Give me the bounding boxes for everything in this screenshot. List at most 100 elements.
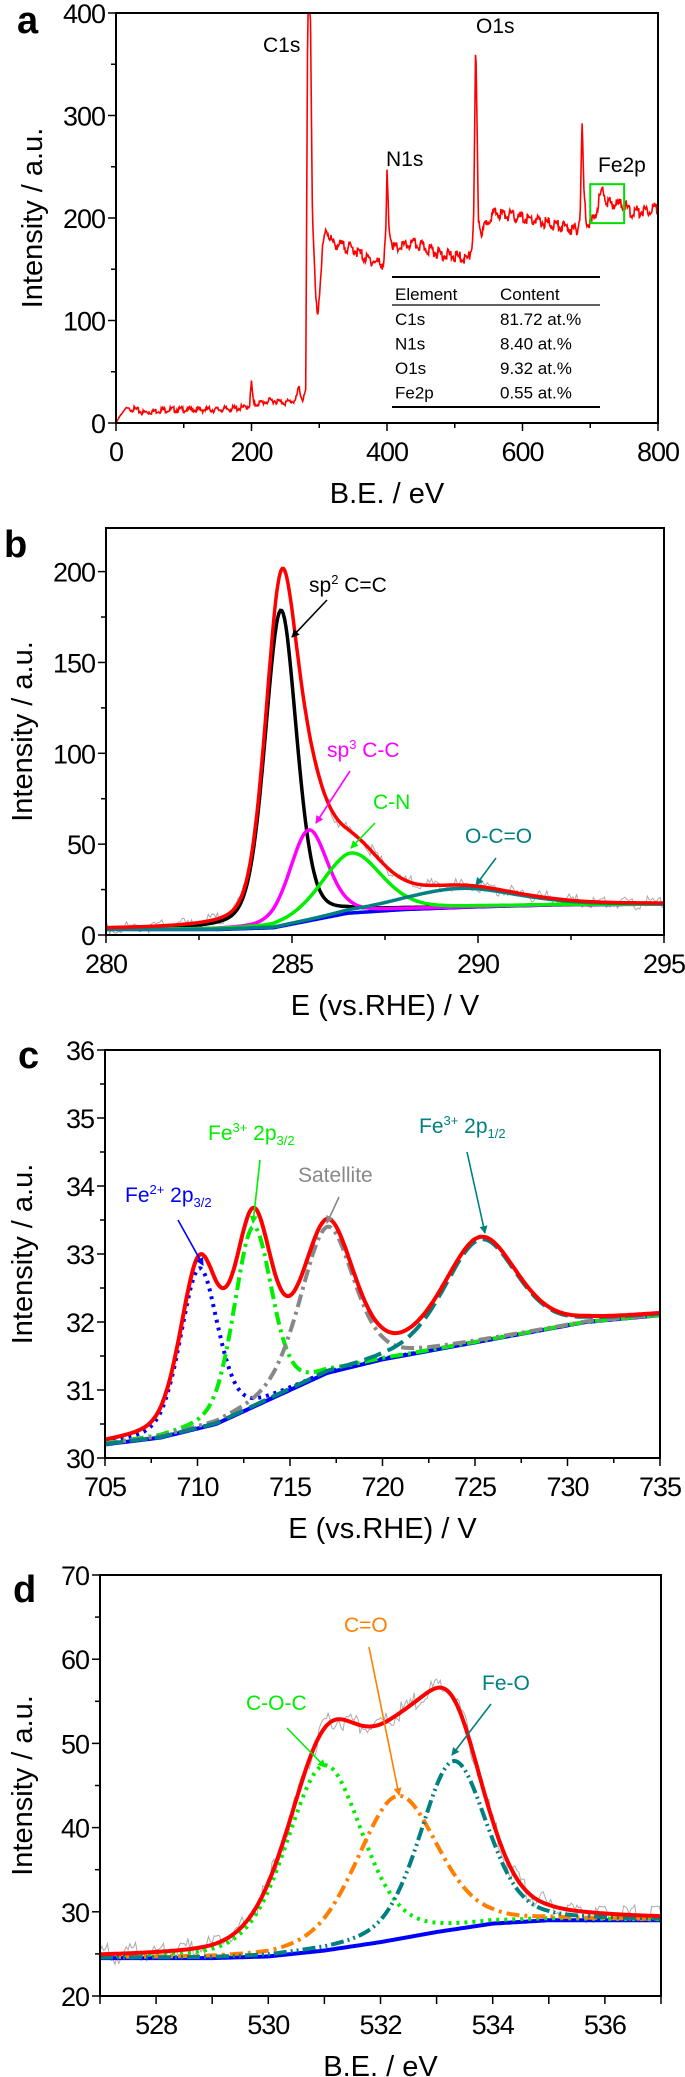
x-tick-label: 600 — [501, 437, 543, 467]
annotation-part: Fe — [125, 1184, 150, 1207]
panel-b: 280 285 290 295 0 50 100 150 200 E (vs.RHE) / V In… — [4, 524, 685, 1022]
y-tick-label: 36 — [66, 1036, 94, 1066]
composition-table: Element Content C1s 81.72 at.% N1s 8.40 at.% O… — [392, 276, 600, 408]
y-tick-label: 100 — [53, 739, 95, 769]
y-tick-label: 40 — [61, 1814, 89, 1844]
x-tick-label: 400 — [366, 437, 408, 467]
table-cell: Fe2p — [395, 384, 434, 403]
x-tick-label: 280 — [85, 949, 127, 979]
y-tick-label: 150 — [53, 648, 95, 678]
annotation-part: 3+ — [444, 1113, 459, 1128]
annotation-part: C-O-C — [246, 1692, 307, 1715]
component-line-satellite — [105, 1224, 660, 1446]
annotation-arrow — [368, 1646, 402, 1796]
peak-annotation: Fe3+ 2p3/2 — [208, 1120, 295, 1148]
peak-annotation: Fe-O — [482, 1672, 530, 1695]
peak-annotation: O-C=O — [465, 825, 532, 848]
annotation-part: 3/2 — [277, 1133, 295, 1148]
component-line-c-o — [100, 1793, 661, 1959]
y-tick-label: 35 — [66, 1104, 94, 1134]
peak-annotation: sp2 C=C — [309, 572, 387, 597]
annotation-arrow — [475, 857, 497, 886]
y-tick-label: 30 — [66, 1444, 94, 1474]
table-cell: O1s — [395, 359, 426, 378]
plot-frame — [115, 12, 659, 424]
annotation-part: 3/2 — [194, 1195, 212, 1210]
x-axis-label: B.E. / eV — [323, 2051, 438, 2077]
y-axis-label: Intensity / a.u. — [7, 641, 39, 822]
component-line-fe3-2p3-2 — [105, 1224, 660, 1446]
plot-frame — [104, 1049, 661, 1459]
annotation-part: 2+ — [150, 1182, 165, 1197]
x-tick-label: 705 — [84, 1472, 126, 1502]
peak-annotation: O1s — [476, 15, 515, 38]
annotation-part: C=C — [338, 574, 386, 597]
x-tick-label: 730 — [546, 1472, 588, 1502]
y-tick-label: 50 — [67, 830, 95, 860]
fe2p-highlight-box — [589, 183, 626, 225]
x-tick-label: 715 — [269, 1472, 311, 1502]
x-tick-label: 534 — [472, 2010, 515, 2040]
y-tick-label: 32 — [66, 1308, 94, 1338]
x-axis-label: B.E. / eV — [330, 478, 445, 510]
x-axis-label: E (vs.RHE) / V — [288, 1513, 477, 1545]
component-line-fe-o — [100, 1758, 661, 1960]
x-tick-label: 290 — [457, 949, 499, 979]
x-axis-label: E (vs.RHE) / V — [291, 990, 480, 1022]
peak-annotation: C=O — [344, 1614, 388, 1637]
table-cell: 9.32 at.% — [500, 359, 572, 378]
x-tick-label: 285 — [271, 949, 313, 979]
table-cell: C1s — [395, 310, 425, 329]
annotation-part: 2p — [164, 1184, 193, 1207]
panel-c: 705 710 715 720 725 730 735 30 31 32 33 34 35 36 E (vs… — [7, 1035, 682, 1545]
y-tick-label: 0 — [81, 921, 95, 951]
component-line-c-o-c — [100, 1763, 661, 1958]
table-cell: 8.40 at.% — [500, 335, 572, 354]
plot-area — [106, 566, 664, 935]
y-tick-label: 60 — [61, 1645, 89, 1675]
annotation-arrow — [177, 1219, 204, 1266]
annotation-part: 2 — [331, 572, 338, 587]
x-tick-label: 536 — [584, 2010, 626, 2040]
peak-annotation: Satellite — [298, 1164, 373, 1187]
annotation-part: 2p — [247, 1122, 276, 1145]
component-line-fe3-2p1-2 — [105, 1237, 660, 1446]
y-tick-label: 0 — [91, 409, 105, 439]
plot-area — [116, 13, 658, 423]
annotation-part: C=O — [344, 1614, 388, 1637]
annotation-arrow — [286, 1727, 326, 1768]
x-tick-label: 532 — [359, 2010, 401, 2040]
panel-letter: d — [13, 1569, 36, 1611]
y-tick-label: 200 — [53, 558, 95, 588]
x-tick-label: 735 — [639, 1472, 681, 1502]
y-tick-label: 33 — [66, 1240, 94, 1270]
envelope-fit-line — [100, 1685, 661, 1957]
x-tick-label: 720 — [361, 1472, 403, 1502]
y-tick-label: 300 — [63, 102, 105, 132]
annotation-arrow — [350, 822, 376, 849]
y-tick-label: 100 — [63, 307, 105, 337]
peak-annotation: sp3 C-C — [327, 737, 400, 762]
y-tick-label: 20 — [61, 1982, 89, 2012]
y-tick-label: 200 — [63, 204, 105, 234]
annotation-part: C-C — [356, 739, 399, 762]
y-axis-label: Intensity / a.u. — [7, 1695, 39, 1876]
annotation-arrow — [249, 1159, 261, 1224]
table-cell: 81.72 at.% — [500, 310, 581, 329]
peak-annotation: Fe2+ 2p3/2 — [125, 1182, 212, 1210]
annotation-part: sp — [327, 739, 349, 762]
annotation-arrow — [466, 1151, 488, 1234]
annotation-part: O-C=O — [465, 825, 532, 848]
annotation-part: 2p — [458, 1115, 487, 1138]
y-tick-label: 50 — [61, 1729, 89, 1759]
panel-d: 528 530 532 534 536 20 30 40 50 60 70 B.E. / eV Inte… — [7, 1561, 662, 2077]
table-header: Element — [395, 285, 458, 304]
annotation-part: Fe — [419, 1115, 444, 1138]
annotation-arrow — [326, 1196, 340, 1224]
annotation-part: Fe-O — [482, 1672, 530, 1695]
envelope-fit-line — [106, 566, 664, 930]
annotation-part: sp — [309, 574, 331, 597]
x-tick-label: 710 — [176, 1472, 218, 1502]
peak-annotation: C1s — [263, 34, 300, 57]
